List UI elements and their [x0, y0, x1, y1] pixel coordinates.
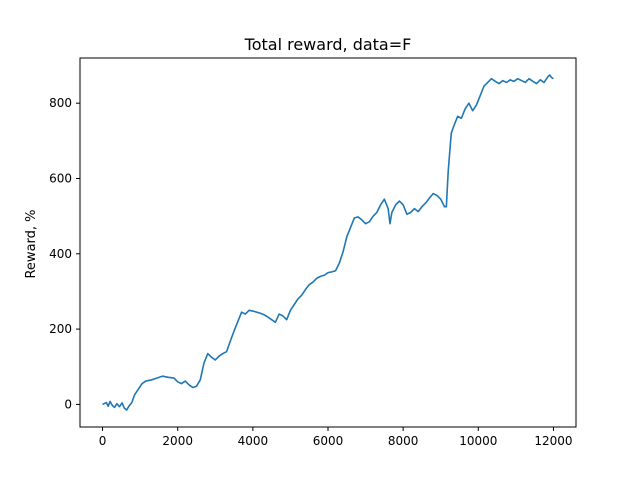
y-tick-label-600: 600: [49, 171, 72, 185]
plot-area: 0 2000 4000 6000 8000 10000 12000 0 200 400 600 800: [49, 57, 577, 448]
x-tick-label-8000: 8000: [388, 434, 419, 448]
plot-frame: [79, 57, 577, 428]
x-tick-label-0: 0: [99, 434, 107, 448]
y-tick-label-200: 200: [49, 322, 72, 336]
x-tick-label-4000: 4000: [238, 434, 269, 448]
y-tick-label-400: 400: [49, 247, 72, 261]
y-axis-label: Reward, %: [24, 209, 39, 278]
x-tick-label-6000: 6000: [313, 434, 344, 448]
y-tick-label-0: 0: [64, 397, 72, 411]
x-tick-label-2000: 2000: [162, 434, 193, 448]
chart-title: Total reward, data=F: [244, 35, 412, 54]
series-line-0: [102, 74, 554, 411]
y-tick-label-800: 800: [49, 96, 72, 110]
x-tick-label-10000: 10000: [459, 434, 497, 448]
x-tick-label-12000: 12000: [534, 434, 572, 448]
